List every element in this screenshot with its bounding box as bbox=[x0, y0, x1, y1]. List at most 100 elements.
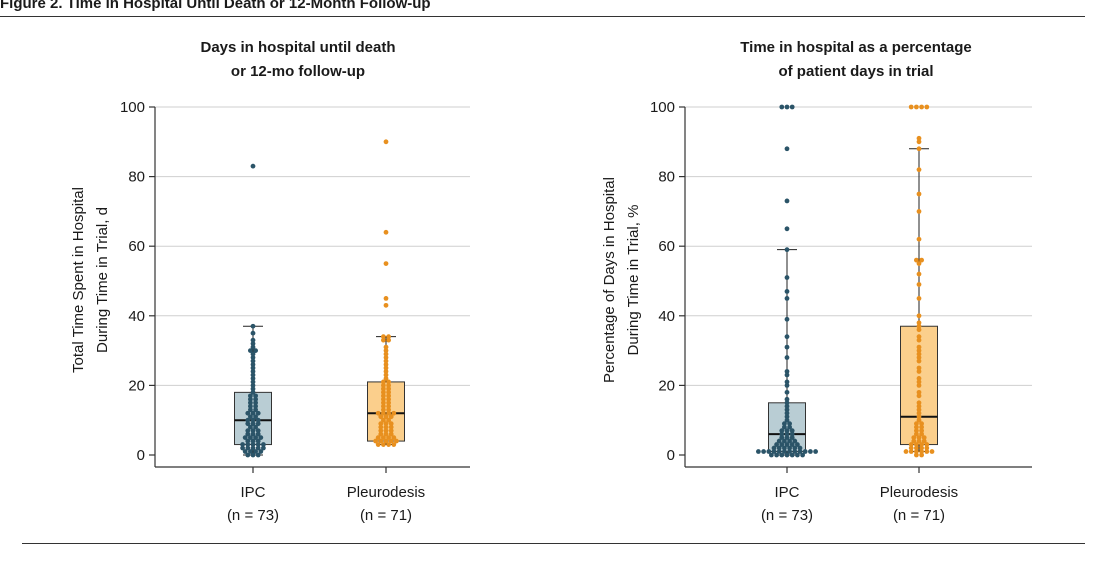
chart-title-line: Days in hospital until death bbox=[200, 39, 395, 56]
data-point bbox=[782, 449, 787, 454]
chart-title-line: or 12-mo follow-up bbox=[231, 63, 365, 80]
data-point bbox=[916, 320, 922, 326]
data-point bbox=[771, 449, 777, 454]
y-axis-label-line: Total Time Spent in Hospital bbox=[70, 187, 87, 373]
data-point bbox=[916, 139, 922, 145]
data-point bbox=[255, 431, 261, 437]
data-point bbox=[378, 431, 384, 437]
data-point bbox=[782, 438, 787, 444]
data-point bbox=[383, 376, 389, 381]
data-point bbox=[916, 313, 922, 319]
data-point bbox=[255, 452, 261, 458]
data-point bbox=[248, 407, 253, 413]
data-point bbox=[916, 236, 922, 242]
data-point bbox=[784, 435, 790, 440]
data-point bbox=[258, 449, 264, 454]
data-point bbox=[386, 396, 391, 402]
y-tick-label: 0 bbox=[667, 447, 675, 464]
data-point bbox=[784, 198, 790, 204]
group-pleurodesis: Pleurodesis (n = 71) bbox=[347, 139, 425, 524]
data-point bbox=[381, 435, 386, 440]
data-point bbox=[245, 452, 251, 458]
data-point bbox=[378, 414, 384, 420]
data-point bbox=[253, 424, 258, 430]
chart-title-line: Time in hospital as a percentage bbox=[740, 39, 971, 56]
data-point bbox=[248, 414, 253, 420]
data-point bbox=[916, 400, 922, 406]
data-point bbox=[383, 355, 389, 360]
data-point bbox=[784, 403, 790, 409]
data-point bbox=[916, 393, 922, 399]
data-point bbox=[258, 435, 264, 440]
data-point bbox=[381, 379, 386, 385]
data-point bbox=[250, 417, 256, 423]
data-point bbox=[787, 424, 792, 430]
data-point bbox=[797, 445, 803, 451]
data-point bbox=[383, 421, 389, 427]
data-point bbox=[789, 452, 795, 458]
data-point bbox=[916, 403, 922, 409]
group-ipc: IPC (n = 73) bbox=[756, 104, 818, 524]
y-axis-label-line: During Time in Trial, d bbox=[94, 207, 111, 353]
data-point bbox=[784, 431, 790, 437]
data-point bbox=[916, 296, 922, 301]
data-point bbox=[386, 334, 391, 340]
data-point bbox=[784, 417, 790, 423]
data-point bbox=[784, 442, 790, 447]
data-point bbox=[386, 435, 391, 440]
data-point bbox=[784, 226, 790, 232]
data-point bbox=[386, 407, 391, 413]
data-point bbox=[903, 449, 909, 454]
data-point bbox=[383, 351, 389, 357]
data-point bbox=[756, 449, 761, 454]
data-point bbox=[784, 389, 790, 395]
data-point bbox=[388, 438, 394, 444]
data-point bbox=[240, 442, 246, 447]
data-point bbox=[378, 424, 384, 430]
data-point bbox=[386, 410, 391, 416]
data-point bbox=[774, 442, 779, 447]
data-point bbox=[253, 348, 258, 353]
data-point bbox=[253, 400, 258, 406]
data-point bbox=[381, 442, 386, 447]
data-point bbox=[782, 424, 787, 430]
data-point bbox=[250, 386, 256, 392]
data-point bbox=[914, 431, 919, 437]
y-axis-label-line: During Time in Trial, % bbox=[625, 205, 642, 356]
data-point bbox=[787, 445, 792, 451]
data-point bbox=[919, 452, 924, 458]
y-tick-label: 60 bbox=[658, 238, 675, 255]
data-point bbox=[784, 410, 790, 416]
data-point bbox=[769, 452, 774, 458]
data-point bbox=[250, 337, 256, 343]
data-point bbox=[253, 414, 258, 420]
data-point bbox=[919, 421, 924, 427]
data-point bbox=[381, 410, 386, 416]
data-point bbox=[784, 146, 790, 152]
data-point bbox=[386, 379, 391, 385]
data-point bbox=[383, 358, 389, 364]
data-point bbox=[908, 445, 914, 451]
data-point bbox=[916, 435, 922, 440]
data-point bbox=[394, 438, 399, 444]
data-point bbox=[248, 403, 253, 409]
x-tick-label: IPC bbox=[240, 484, 265, 501]
data-point bbox=[386, 393, 391, 399]
data-point bbox=[784, 372, 790, 378]
data-point bbox=[776, 438, 782, 444]
data-point bbox=[250, 330, 256, 336]
data-point bbox=[245, 417, 251, 423]
data-point bbox=[245, 438, 251, 444]
data-point bbox=[908, 442, 914, 447]
data-point bbox=[916, 146, 922, 152]
data-point bbox=[373, 438, 378, 444]
data-point bbox=[381, 403, 386, 409]
data-point bbox=[787, 449, 792, 454]
data-point bbox=[383, 438, 389, 444]
data-point bbox=[250, 163, 256, 169]
data-point bbox=[916, 191, 922, 197]
data-point bbox=[924, 449, 930, 454]
data-point bbox=[914, 452, 919, 458]
data-point bbox=[245, 421, 251, 427]
data-point bbox=[388, 414, 394, 420]
